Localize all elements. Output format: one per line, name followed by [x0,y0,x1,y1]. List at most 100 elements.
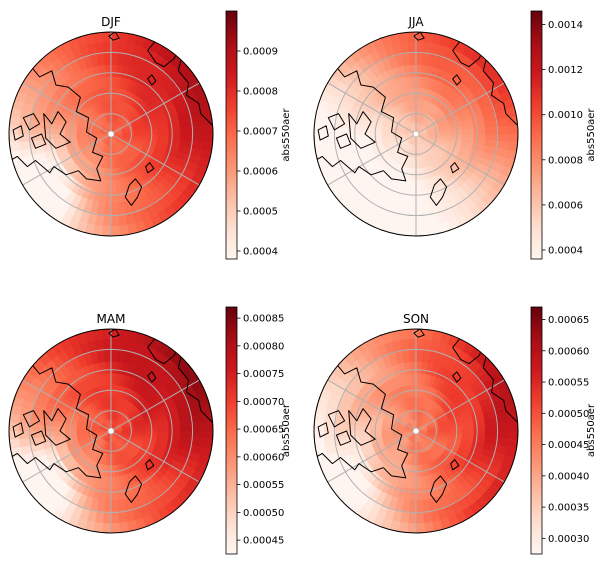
colorbar-label: abs550aer [281,108,292,162]
colorbar-tick-label: 0.0005 [243,207,278,218]
colorbar-tick-label: 0.00060 [548,346,589,357]
map-boundary [313,31,519,237]
north-pole-marker [412,130,420,138]
north-pole-marker [412,427,420,435]
coastline-island3 [317,422,329,438]
colorbar-gradient [225,10,238,260]
coastline-novaya [147,371,157,383]
colorbar-tick-label: 0.00065 [548,315,589,326]
colorbar: 0.0004 0.0006 0.0008 0.0010 0.0012 0.0014 abs5… [530,10,597,260]
colorbar-gradient [225,306,238,555]
panel-mam: MAM0.000450.000500.000550.000600.000650.… [8,306,292,555]
panel-jja: JJA 0.0004 0.0006 0.0008 0.0010 0.0012 0.0014 a… [313,10,597,260]
colorbar-tick-label: 0.00045 [548,440,589,451]
coastlines [9,329,213,503]
colorbar-tick-label: 0.0008 [548,155,583,166]
coastline-svalbard [145,459,155,471]
coastline-greenland [147,329,181,365]
map-boundary [8,31,214,237]
coastline-island1 [327,410,346,428]
north-pole-marker [107,427,115,435]
graticule [17,329,205,533]
colorbar-tick-label: 0.00030 [548,534,589,545]
colorbar-tick-label: 0.0006 [243,167,278,178]
coastline-island3 [12,422,24,438]
colorbar-tick-label: 0.0012 [548,65,583,76]
coastline-hudson [348,408,376,446]
panel-son: SON0.000300.000350.000400.000450.000500.… [313,306,597,555]
panel-title: DJF [101,15,121,29]
panel-djf: DJF 0.0004 0.0005 0.0006 0.0007 0.0008 0.0009 a… [8,10,292,260]
coastline-novaya [452,74,462,86]
colorbar-tick-label: 0.00050 [548,409,589,420]
coastline-northAmerica [314,361,409,479]
coastline-scandinavia [429,178,448,206]
colorbar-label: abs550aer [586,403,597,457]
colorbar-tick-label: 0.0004 [548,245,583,256]
coastline-greenland [452,329,486,365]
coastline-scandinavia [429,475,448,503]
coastline-northAmerica [9,361,104,479]
colorbar-tick-label: 0.0007 [243,127,278,138]
panel-title: SON [403,312,429,326]
colorbar-tick-label: 0.00035 [548,503,589,514]
coastline-northAmerica [314,64,409,182]
coastline-svalbard [145,162,155,174]
coastline-island2 [30,430,47,446]
coastline-island3 [317,125,329,141]
coastline-island2 [30,133,47,149]
coastline-iceland [108,32,120,41]
coastlines [314,32,518,206]
coastline-scandinavia [124,178,143,206]
coastline-island2 [335,133,352,149]
panels-layer: DJF 0.0004 0.0005 0.0006 0.0007 0.0008 0.0009 a… [8,10,597,555]
colorbar-tick-label: 0.00055 [548,378,589,389]
coastline-hudson [43,111,71,149]
map-boundary [313,328,519,534]
coastline-hudson [43,408,71,446]
colorbar-tick-label: 0.0006 [548,200,583,211]
colorbar-tick-label: 0.00080 [243,341,284,352]
coastline-island1 [327,113,346,131]
coastline-island1 [22,410,41,428]
colorbar: 0.00030 0.00035 0.00040 0.00045 0.00050 0.000… [530,306,597,555]
coastline-iceland [108,329,120,338]
map-boundary [8,328,214,534]
colorbar-tick-label: 0.00085 [243,314,284,325]
panel-title: MAM [97,312,126,326]
coastline-hudson [348,111,376,149]
colorbar-tick-label: 0.00060 [243,452,284,463]
colorbar-tick-label: 0.0010 [548,110,583,121]
coastline-greenland [452,32,486,68]
colorbar-tick-label: 0.0004 [243,247,278,258]
colorbar-tick-label: 0.00070 [243,397,284,408]
coastline-scandinavia [124,475,143,503]
coastline-novaya [452,371,462,383]
coastline-island2 [335,430,352,446]
north-pole-marker [107,130,115,138]
coastline-novaya [147,74,157,86]
colorbar-gradient [530,306,543,555]
colorbar: 0.0004 0.0005 0.0006 0.0007 0.0008 0.0009 abs5… [225,10,292,260]
colorbar-label: abs550aer [281,403,292,457]
colorbar-tick-label: 0.00045 [243,536,284,547]
colorbar-tick-label: 0.00040 [548,471,589,482]
coastline-greenland [147,32,181,68]
colorbar-tick-label: 0.00075 [243,369,284,380]
colorbar-tick-label: 0.00055 [243,480,284,491]
colorbar-tick-label: 0.0014 [548,20,583,31]
coastline-iceland [413,32,425,41]
colorbar: 0.00045 0.00050 0.00055 0.00060 0.00065 0.000… [225,306,292,555]
colorbar-tick-label: 0.0008 [243,87,278,98]
colorbar-gradient [530,10,543,260]
panel-title: JJA [407,15,424,29]
coastline-svalbard [450,162,460,174]
coastline-iceland [413,329,425,338]
colorbar-label: abs550aer [586,108,597,162]
graticule [322,329,510,533]
colorbar-tick-label: 0.00065 [243,425,284,436]
coastline-northAmerica [9,64,104,182]
coastline-island1 [22,113,41,131]
coastline-island3 [12,125,24,141]
